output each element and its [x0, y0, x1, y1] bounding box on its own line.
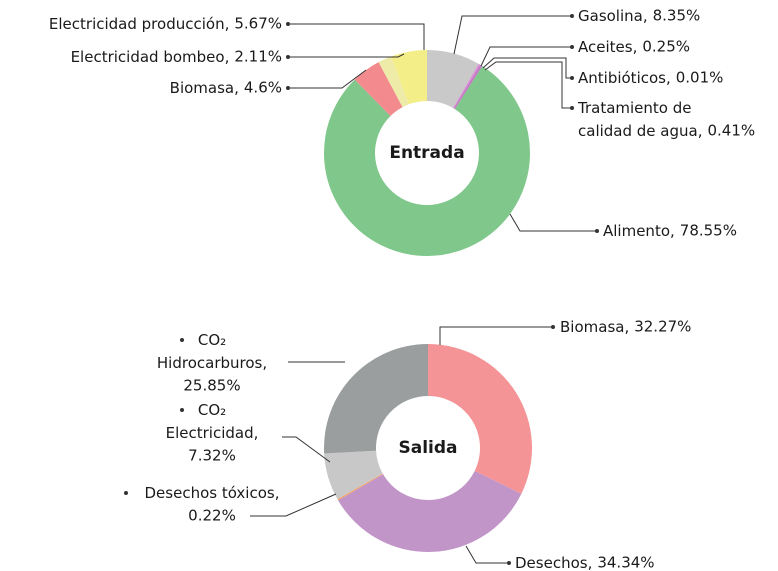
category-line: Gasolina,: [578, 7, 648, 25]
donut-slice: [338, 470, 522, 553]
label-dot: [570, 106, 574, 110]
donut-slice: [324, 344, 428, 454]
donut-slice: [337, 473, 384, 501]
donut-slice: [453, 64, 483, 110]
value-label: 4.6%: [244, 79, 282, 97]
value-label: 32.27%: [634, 318, 691, 336]
value-label: 7.32%: [188, 447, 236, 465]
donut-slice: [324, 66, 530, 257]
category-line: Antibióticos,: [578, 69, 671, 87]
label-dot: [180, 338, 184, 342]
leader-line: [480, 46, 572, 67]
category-label: Electricidad producción,: [49, 15, 229, 33]
donut-slice: [453, 64, 481, 109]
category-label: Electricidad bombeo,: [71, 48, 230, 66]
leader-line: [282, 436, 331, 463]
leader-line: [453, 15, 572, 55]
category-line: Aceites,: [578, 38, 637, 56]
label-dot: [180, 408, 184, 412]
category-line: Desechos,: [515, 554, 592, 571]
value-label: 2.11%: [234, 48, 282, 66]
label-dot: [570, 76, 574, 80]
category-label: Gasolina,: [578, 7, 648, 25]
label-dot: [570, 14, 574, 18]
category-line: Electricidad bombeo,: [71, 48, 230, 66]
value-label: 8.35%: [653, 7, 701, 25]
leader-line: [509, 213, 597, 232]
leader-line: [482, 57, 572, 79]
label-dot: [286, 86, 290, 90]
leader-line: [288, 53, 405, 58]
category-line: Tratamiento de: [577, 99, 691, 117]
value-label: 5.67%: [234, 15, 282, 33]
category-line: Electricidad producción,: [49, 15, 229, 33]
category-label: Aceites,: [578, 38, 637, 56]
category-line: Alimento,: [603, 222, 675, 240]
donut-slice: [391, 50, 427, 105]
donut-slice: [453, 63, 481, 109]
category-line: Biomasa,: [560, 318, 629, 336]
value-label: 0.25%: [642, 38, 690, 56]
center-label: Entrada: [389, 143, 464, 163]
category-label: Biomasa,: [170, 79, 239, 97]
category-line: CO₂: [198, 331, 226, 349]
donut-slice: [427, 50, 479, 109]
category-label: Biomasa,: [560, 318, 629, 336]
donut-slice: [324, 450, 383, 500]
category-line: Electricidad,: [166, 424, 259, 442]
label-dot: [286, 55, 290, 59]
donut-slice: [428, 344, 532, 494]
leader-line: [288, 69, 367, 89]
label-dot: [286, 22, 290, 26]
leader-line: [484, 61, 572, 109]
value-label: 78.55%: [680, 222, 737, 240]
category-line: CO₂: [198, 401, 226, 419]
donut-slice: [378, 56, 409, 108]
category-line: Biomasa,: [170, 79, 239, 97]
label-dot: [570, 45, 574, 49]
donut-slice: [354, 62, 403, 116]
leader-line: [250, 493, 337, 517]
category-line: calidad de agua,: [578, 122, 702, 140]
label-dot: [507, 561, 511, 565]
label-dot: [551, 325, 555, 329]
leader-line: [288, 23, 425, 50]
category-label: Desechos,: [515, 554, 592, 571]
category-label: CO₂ Hidrocarburos,: [157, 331, 267, 372]
value-label: 25.85%: [183, 377, 240, 395]
category-line: Hidrocarburos,: [157, 354, 267, 372]
label-dot: [124, 491, 128, 495]
value-label: 34.34%: [597, 554, 654, 571]
value-label: 0.01%: [676, 69, 724, 87]
category-label: Antibióticos,: [578, 69, 671, 87]
category-line: Desechos tóxicos,: [145, 484, 280, 502]
category-label: Alimento,: [603, 222, 675, 240]
leader-line: [465, 545, 509, 564]
center-label: Salida: [398, 438, 457, 458]
category-label: CO₂ Electricidad,: [166, 401, 259, 442]
label-dot: [595, 229, 599, 233]
value-label: 0.22%: [188, 507, 236, 525]
value-label: 0.41%: [707, 122, 755, 140]
leader-line: [439, 326, 553, 345]
category-label: Tratamiento de calidad de agua,: [577, 99, 702, 140]
category-label: Desechos tóxicos,: [145, 484, 280, 502]
